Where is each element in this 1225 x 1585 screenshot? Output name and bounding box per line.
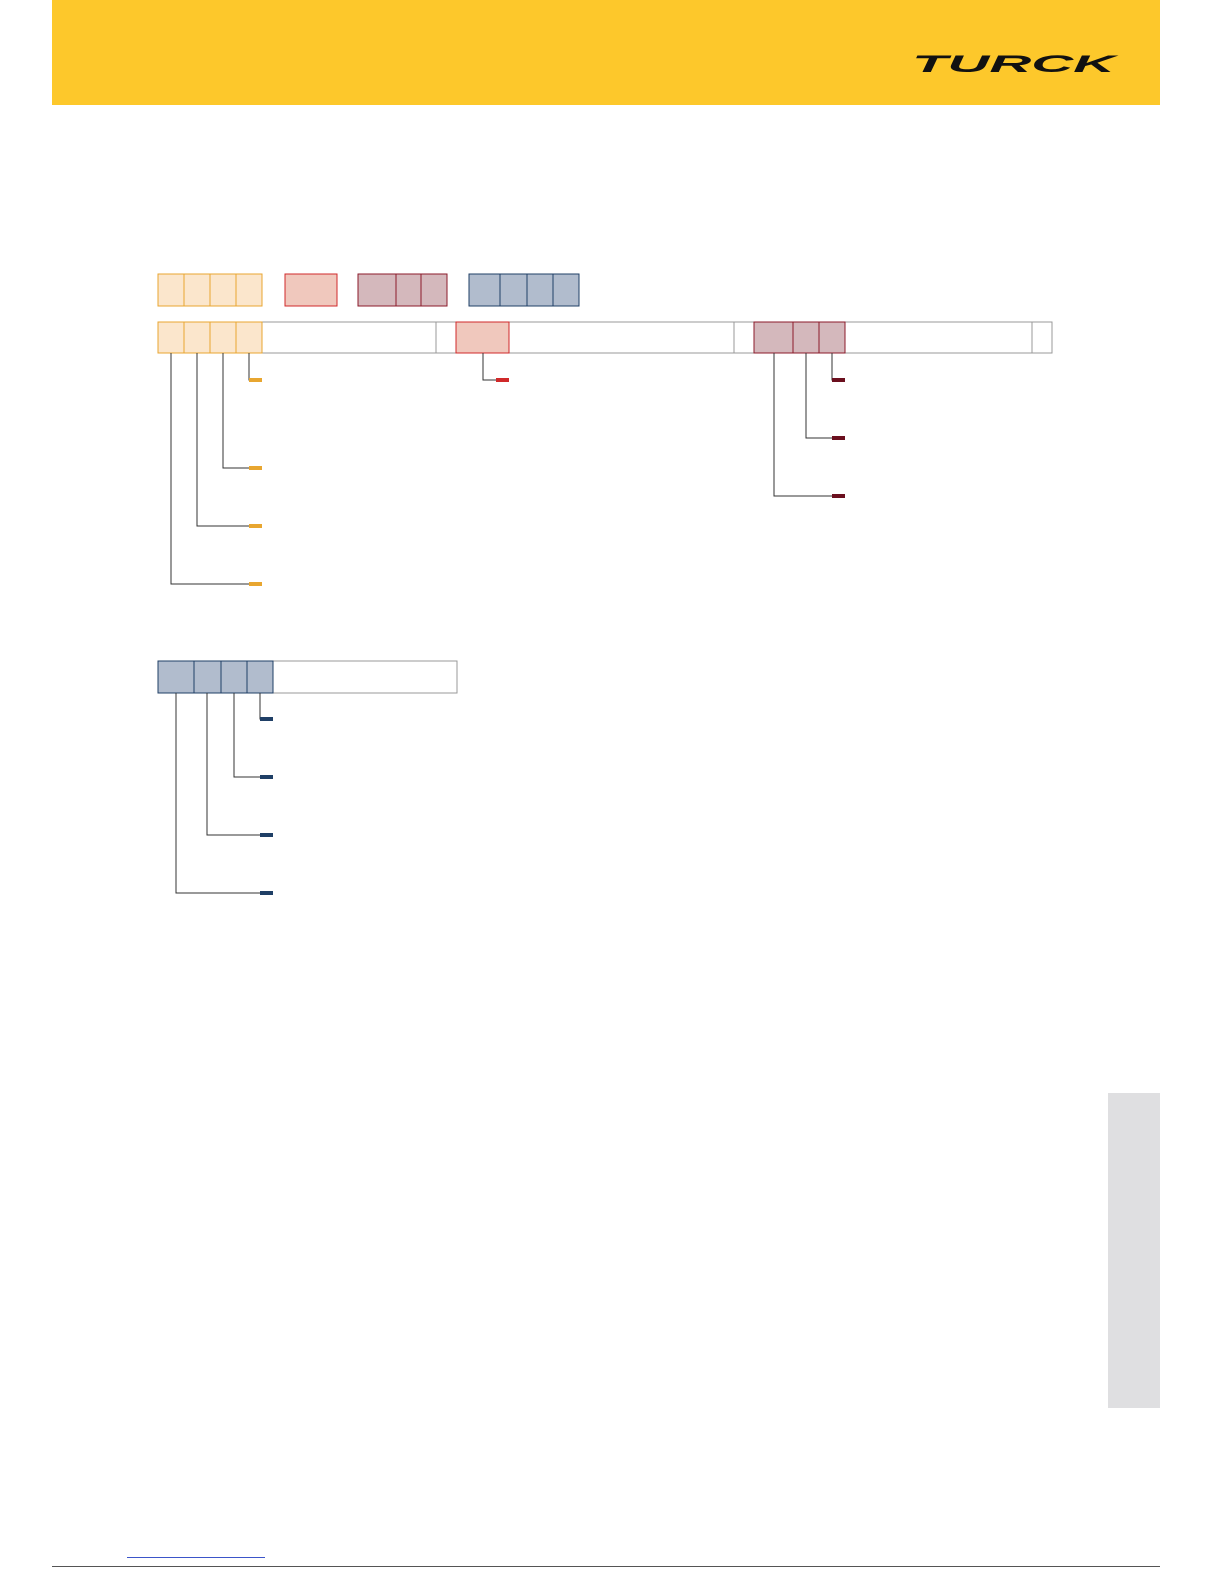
leader-lines xyxy=(170,353,845,894)
leader-markers xyxy=(249,378,845,895)
footer-link-underline xyxy=(127,1557,265,1558)
side-tab xyxy=(1108,1093,1160,1408)
register-rows xyxy=(157,273,1053,694)
header-bar xyxy=(52,0,1160,105)
footer-rule xyxy=(52,1566,1160,1567)
logo: TURCK xyxy=(912,51,1119,78)
